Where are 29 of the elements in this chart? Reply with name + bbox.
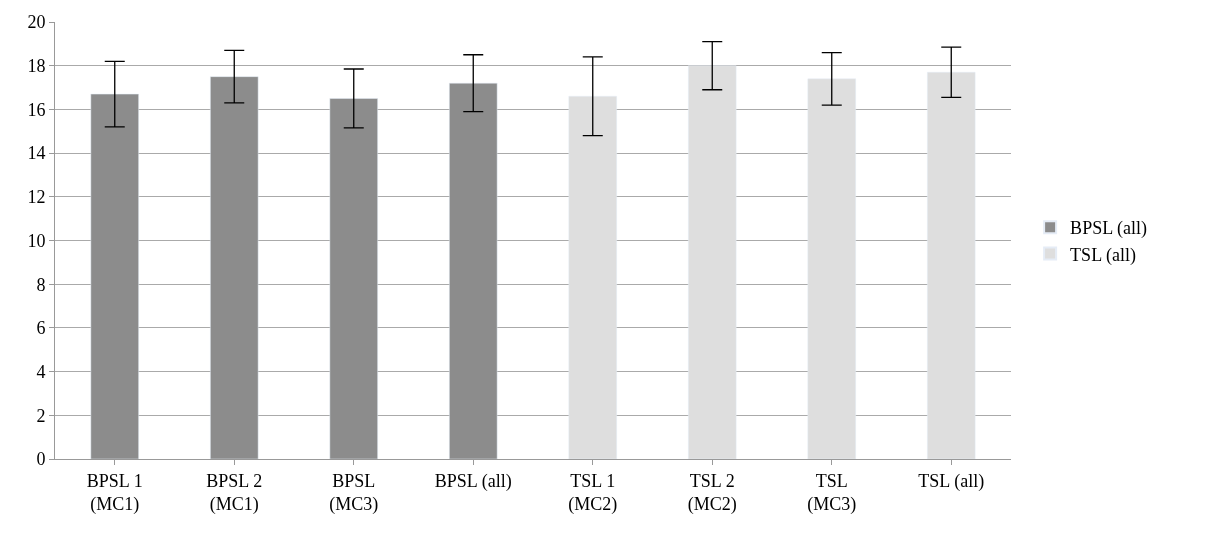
y-tick-label: 16 (27, 99, 46, 120)
x-tick-label: TSL (MC3) (807, 470, 857, 515)
x-tick-label: BPSL 2 (MC1) (206, 470, 263, 515)
y-tick-label: 4 (36, 361, 46, 382)
legend-label: BPSL (all) (1070, 218, 1147, 240)
bar (449, 82, 498, 459)
bar (807, 78, 856, 459)
y-tick-label: 2 (36, 405, 46, 426)
y-tick-label: 18 (27, 56, 46, 76)
x-tick-label: BPSL 1 (MC1) (86, 470, 143, 515)
bar (329, 98, 378, 459)
y-tick-label: 8 (36, 274, 46, 295)
bar (90, 93, 139, 459)
y-tick-label: 6 (36, 318, 46, 339)
y-tick-label: 20 (27, 12, 46, 33)
x-tick-label: BPSL (all) (434, 470, 512, 492)
x-tick-label: TSL 1 (MC2) (568, 470, 618, 515)
x-tick-label: BPSL (MC3) (329, 470, 379, 515)
bar (927, 72, 976, 459)
bar (210, 76, 259, 459)
legend-label: TSL (all) (1070, 244, 1136, 266)
y-tick-label: 12 (27, 187, 46, 208)
bar (688, 65, 737, 459)
x-tick-label: TSL 2 (MC2) (687, 470, 737, 515)
y-tick-label: 14 (27, 143, 46, 164)
y-tick-label: 0 (36, 449, 46, 470)
x-tick-label: TSL (all) (918, 470, 985, 492)
bar (568, 96, 617, 459)
y-tick-label: 10 (27, 230, 46, 251)
